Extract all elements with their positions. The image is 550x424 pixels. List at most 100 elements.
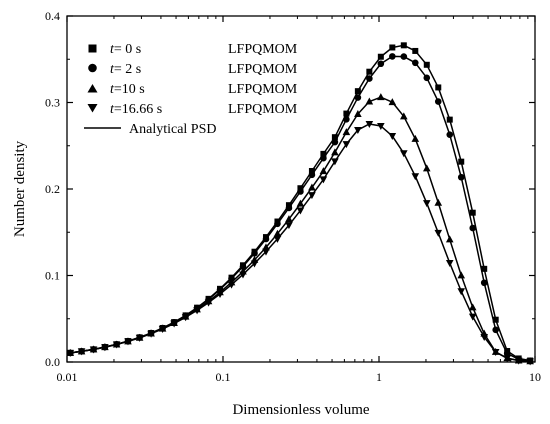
marker-circle-1-35 — [469, 224, 477, 232]
marker-triangle-down-3-34 — [457, 288, 466, 296]
marker-square-0-22 — [320, 150, 327, 157]
marker-triangle-up-2-19 — [285, 215, 293, 223]
marker-triangle-up-2-23 — [331, 148, 339, 156]
ticks — [66, 15, 536, 363]
marker-triangle-down-3-29 — [400, 150, 408, 158]
tick-labels: 0.01 0.1 1 10 0.0 0.1 0.2 0.3 0.4 — [45, 9, 541, 384]
marker-circle-1-24 — [343, 115, 350, 123]
marker-triangle-down-3-18 — [273, 235, 282, 243]
marker-triangle-up-2-30 — [411, 134, 420, 142]
marker-circle-1-23 — [331, 138, 339, 146]
y-tick-label-2: 0.2 — [45, 182, 60, 196]
x-tick-label-2: 1 — [376, 370, 382, 384]
marker-circle-1-37 — [492, 326, 499, 334]
marker-triangle-up-2-32 — [434, 198, 443, 206]
marker-triangle-down-3-28 — [388, 133, 397, 141]
marker-triangle-down-3-10 — [181, 314, 190, 322]
marker-circle-1-17 — [262, 235, 270, 243]
marker-square-0-34 — [458, 158, 465, 165]
marker-circle-1-27 — [377, 60, 385, 68]
marker-triangle-down-3-5 — [124, 338, 132, 346]
marker-triangle-down-3-20 — [296, 207, 305, 215]
marker-triangle-down-3-35 — [468, 313, 477, 321]
marker-triangle-down-3-25 — [354, 127, 362, 135]
legend-method-2: LFPQMOM — [228, 82, 298, 97]
marker-triangle-down-3-23 — [331, 158, 339, 166]
marker-triangle-up-2-24 — [342, 128, 351, 136]
y-tick-label-0: 0.0 — [45, 355, 60, 369]
legend-entry-2: t=10 s — [110, 82, 145, 97]
marker-triangle-up-2-34 — [457, 271, 466, 279]
marker-square-0-23 — [331, 134, 338, 141]
marker-square-0-36 — [481, 265, 488, 272]
marker-triangle-down-3-22 — [319, 176, 328, 184]
marker-triangle-down-3-7 — [147, 330, 155, 338]
marker-square-0-27 — [377, 53, 384, 60]
marker-circle-1-19 — [285, 204, 293, 212]
marker-triangle-up-2-25 — [354, 110, 362, 118]
marker-circle-1-16 — [251, 249, 258, 257]
marker-circle-1-28 — [389, 53, 396, 60]
marker-circle-1-36 — [480, 279, 488, 287]
legend-entry-1: t= 2 s — [110, 62, 141, 77]
marker-circle-1-26 — [366, 75, 373, 82]
legend-marker-square — [88, 44, 97, 53]
marker-triangle-up-2-28 — [388, 98, 397, 106]
marker-circle-1-31 — [423, 74, 431, 82]
marker-triangle-down-3-19 — [285, 222, 293, 230]
marker-circle-1-18 — [274, 220, 281, 228]
marker-circle-1-33 — [446, 131, 454, 138]
legend: t= 0 s LFPQMOM t= 2 s LFPQMOM t=10 s LFP… — [84, 42, 298, 137]
marker-triangle-down-3-24 — [342, 141, 351, 149]
marker-triangle-up-2-33 — [445, 235, 454, 243]
marker-square-0-32 — [435, 84, 442, 91]
marker-triangle-down-3-13 — [216, 291, 224, 299]
marker-triangle-down-3-30 — [411, 173, 420, 181]
marker-triangle-down-3-12 — [204, 299, 213, 307]
marker-triangle-down-3-9 — [170, 320, 178, 328]
marker-triangle-up-2-22 — [319, 167, 328, 175]
marker-triangle-down-3-37 — [491, 349, 500, 357]
legend-method-0: LFPQMOM — [228, 42, 298, 57]
marker-triangle-down-3-0 — [66, 349, 75, 357]
x-tick-label-3: 10 — [529, 370, 541, 384]
marker-triangle-up-2-26 — [365, 97, 374, 105]
marker-triangle-down-3-15 — [239, 271, 247, 279]
marker-square-0-25 — [354, 88, 361, 95]
marker-triangle-down-3-4 — [112, 341, 121, 349]
marker-triangle-down-3-3 — [101, 344, 109, 352]
marker-triangle-down-3-33 — [445, 260, 454, 268]
marker-circle-1-38 — [503, 350, 511, 357]
marker-circle-1-15 — [239, 263, 247, 270]
legend-marker-circle — [88, 63, 97, 73]
marker-triangle-down-3-2 — [89, 346, 98, 354]
marker-square-0-37 — [492, 316, 499, 323]
marker-triangle-down-3-26 — [365, 120, 374, 128]
marker-circle-1-21 — [308, 171, 316, 179]
marker-triangle-down-3-16 — [250, 260, 259, 268]
marker-triangle-down-3-1 — [77, 348, 86, 356]
marker-triangle-down-3-17 — [262, 248, 270, 256]
marker-square-0-31 — [423, 61, 430, 68]
marker-square-0-26 — [366, 68, 373, 75]
markers — [66, 42, 534, 366]
legend-entry-3: t=16.66 s — [110, 102, 162, 117]
y-tick-label-3: 0.3 — [45, 96, 60, 110]
marker-circle-1-25 — [354, 94, 362, 101]
marker-circle-1-22 — [320, 154, 327, 162]
marker-square-0-28 — [389, 44, 396, 51]
marker-triangle-down-3-14 — [227, 281, 236, 289]
marker-circle-1-32 — [434, 98, 442, 105]
marker-triangle-down-3-38 — [503, 355, 511, 363]
x-tick-label-0: 0.01 — [57, 370, 78, 384]
marker-square-0-29 — [400, 42, 407, 49]
marker-triangle-up-2-29 — [400, 112, 408, 120]
legend-method-3: LFPQMOM — [228, 102, 298, 117]
marker-circle-1-34 — [457, 173, 465, 181]
marker-triangle-down-3-31 — [422, 200, 431, 208]
marker-square-0-35 — [469, 209, 476, 216]
marker-triangle-down-3-32 — [434, 229, 443, 237]
legend-marker-triangle-up — [87, 84, 98, 93]
marker-triangle-down-3-36 — [480, 334, 489, 342]
